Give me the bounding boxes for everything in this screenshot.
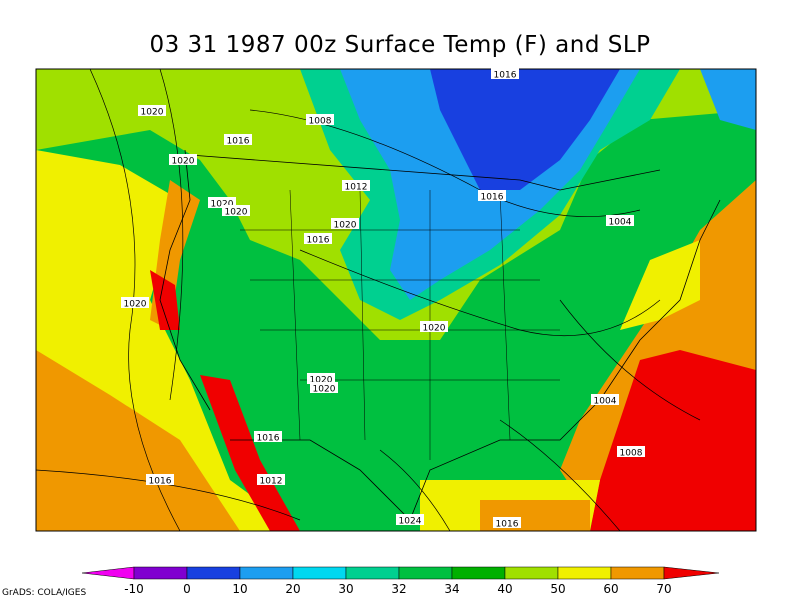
- legend-swatch: [186, 566, 241, 580]
- isobar-label-box: [254, 431, 282, 442]
- temp-band-10s-canada: [430, 69, 620, 190]
- map-frame: [35, 68, 757, 532]
- isobar-label: 1020: [172, 157, 195, 167]
- isobar-label-box: [224, 134, 252, 145]
- isobar-label: 1004: [609, 218, 632, 228]
- isobar-label: 1016: [149, 477, 172, 487]
- isobar-label-box: [138, 105, 166, 116]
- isobar-label: 1020: [423, 324, 446, 334]
- legend-tick-label: 20: [285, 582, 300, 596]
- isobar-label: 1020: [124, 300, 147, 310]
- isobar-label-box: [478, 190, 506, 201]
- east-coast-line: [599, 199, 721, 401]
- us-canada-border: [189, 154, 661, 191]
- us-mexico-gulf-coast: [230, 399, 601, 521]
- legend-tick-label: 32: [391, 582, 406, 596]
- temperature-field: [36, 69, 756, 531]
- credit-text: GrADS: COLA/IGES: [2, 588, 87, 598]
- temp-band-60s-southwest: [36, 350, 240, 531]
- isobar-label: 1012: [260, 477, 283, 487]
- isobar-label: 1008: [309, 117, 332, 127]
- isobar-label: 1020: [225, 208, 248, 218]
- isobar-label: 1012: [345, 183, 368, 193]
- isobar-label: 1016: [481, 193, 504, 203]
- isobar-label: 1020: [211, 200, 234, 210]
- isobar-label: 1016: [257, 434, 280, 444]
- isobar-label-box: [121, 297, 149, 308]
- legend-swatch: [239, 566, 294, 580]
- isobar-label: 1016: [227, 137, 250, 147]
- isobar-label-box: [222, 205, 250, 216]
- legend-tick-label: 34: [444, 582, 459, 596]
- isobar-label-box: [310, 382, 338, 393]
- isobar-label-box: [617, 446, 645, 457]
- isobar-label: 1016: [494, 71, 517, 81]
- isobar-label-box: [307, 373, 335, 384]
- legend-swatch: [398, 566, 453, 580]
- legend-swatch: [451, 566, 506, 580]
- isobar-label-box: [491, 68, 519, 79]
- isobar-label: 1016: [307, 236, 330, 246]
- isobar-label: 1020: [334, 221, 357, 231]
- legend-swatch: [345, 566, 400, 580]
- isobar-label-box: [331, 218, 359, 229]
- legend-tick-label: 70: [656, 582, 671, 596]
- isobar-label-box: [591, 394, 619, 405]
- legend-swatch-below: [81, 566, 135, 580]
- isobar-label: 1020: [141, 108, 164, 118]
- isobar-label: 1020: [310, 376, 333, 386]
- state-lines-h: [240, 229, 560, 381]
- legend-swatch: [292, 566, 347, 580]
- geography-lines: [159, 149, 721, 521]
- legend-tick-label: 40: [497, 582, 512, 596]
- isobar-label-box: [396, 514, 424, 525]
- isobar-label: 1008: [620, 449, 643, 459]
- isobar-label-box: [493, 517, 521, 528]
- isobar-label-box: [420, 321, 448, 332]
- color-legend: -10 0 10 20 30 32 34 40 50 60 70: [81, 566, 720, 596]
- legend-swatch-above: [663, 566, 720, 580]
- legend-tick-label: 60: [603, 582, 618, 596]
- isobar-label: 1020: [313, 385, 336, 395]
- west-coast-line: [159, 149, 211, 411]
- isobar-label: 1016: [496, 520, 519, 530]
- isobar-label-box: [606, 215, 634, 226]
- temp-band-20s-northeast: [700, 69, 756, 130]
- map-title: 03 31 1987 00z Surface Temp (F) and SLP: [149, 32, 651, 58]
- temp-band-70s-atlantic: [590, 350, 756, 531]
- isobar-label-box: [306, 114, 334, 125]
- legend-tick-label: -10: [124, 582, 144, 596]
- isobar-labels: 1016102010161008102010201020101210161020…: [121, 68, 645, 530]
- legend-tick-label: 0: [183, 582, 191, 596]
- isobar-label: 1024: [399, 517, 422, 527]
- legend-tick-label: 30: [338, 582, 353, 596]
- isobar-label-box: [257, 474, 285, 485]
- isobar-label: 1004: [594, 397, 617, 407]
- temp-band-50s-midatlantic: [620, 240, 700, 330]
- isobar-label-box: [208, 197, 236, 208]
- temp-band-70s-baja: [200, 375, 300, 531]
- state-lines-v: [289, 189, 511, 460]
- temp-band-70s-california: [150, 270, 180, 330]
- isobar-label-box: [342, 180, 370, 191]
- isobar-label-box: [169, 154, 197, 165]
- isobar-label-box: [146, 474, 174, 485]
- legend-swatch: [133, 566, 188, 580]
- legend-tick-label: 10: [232, 582, 247, 596]
- legend-swatch: [504, 566, 559, 580]
- legend-tick-label: 50: [550, 582, 565, 596]
- legend-swatch: [557, 566, 612, 580]
- isobar-label-box: [304, 233, 332, 244]
- legend-swatch: [610, 566, 665, 580]
